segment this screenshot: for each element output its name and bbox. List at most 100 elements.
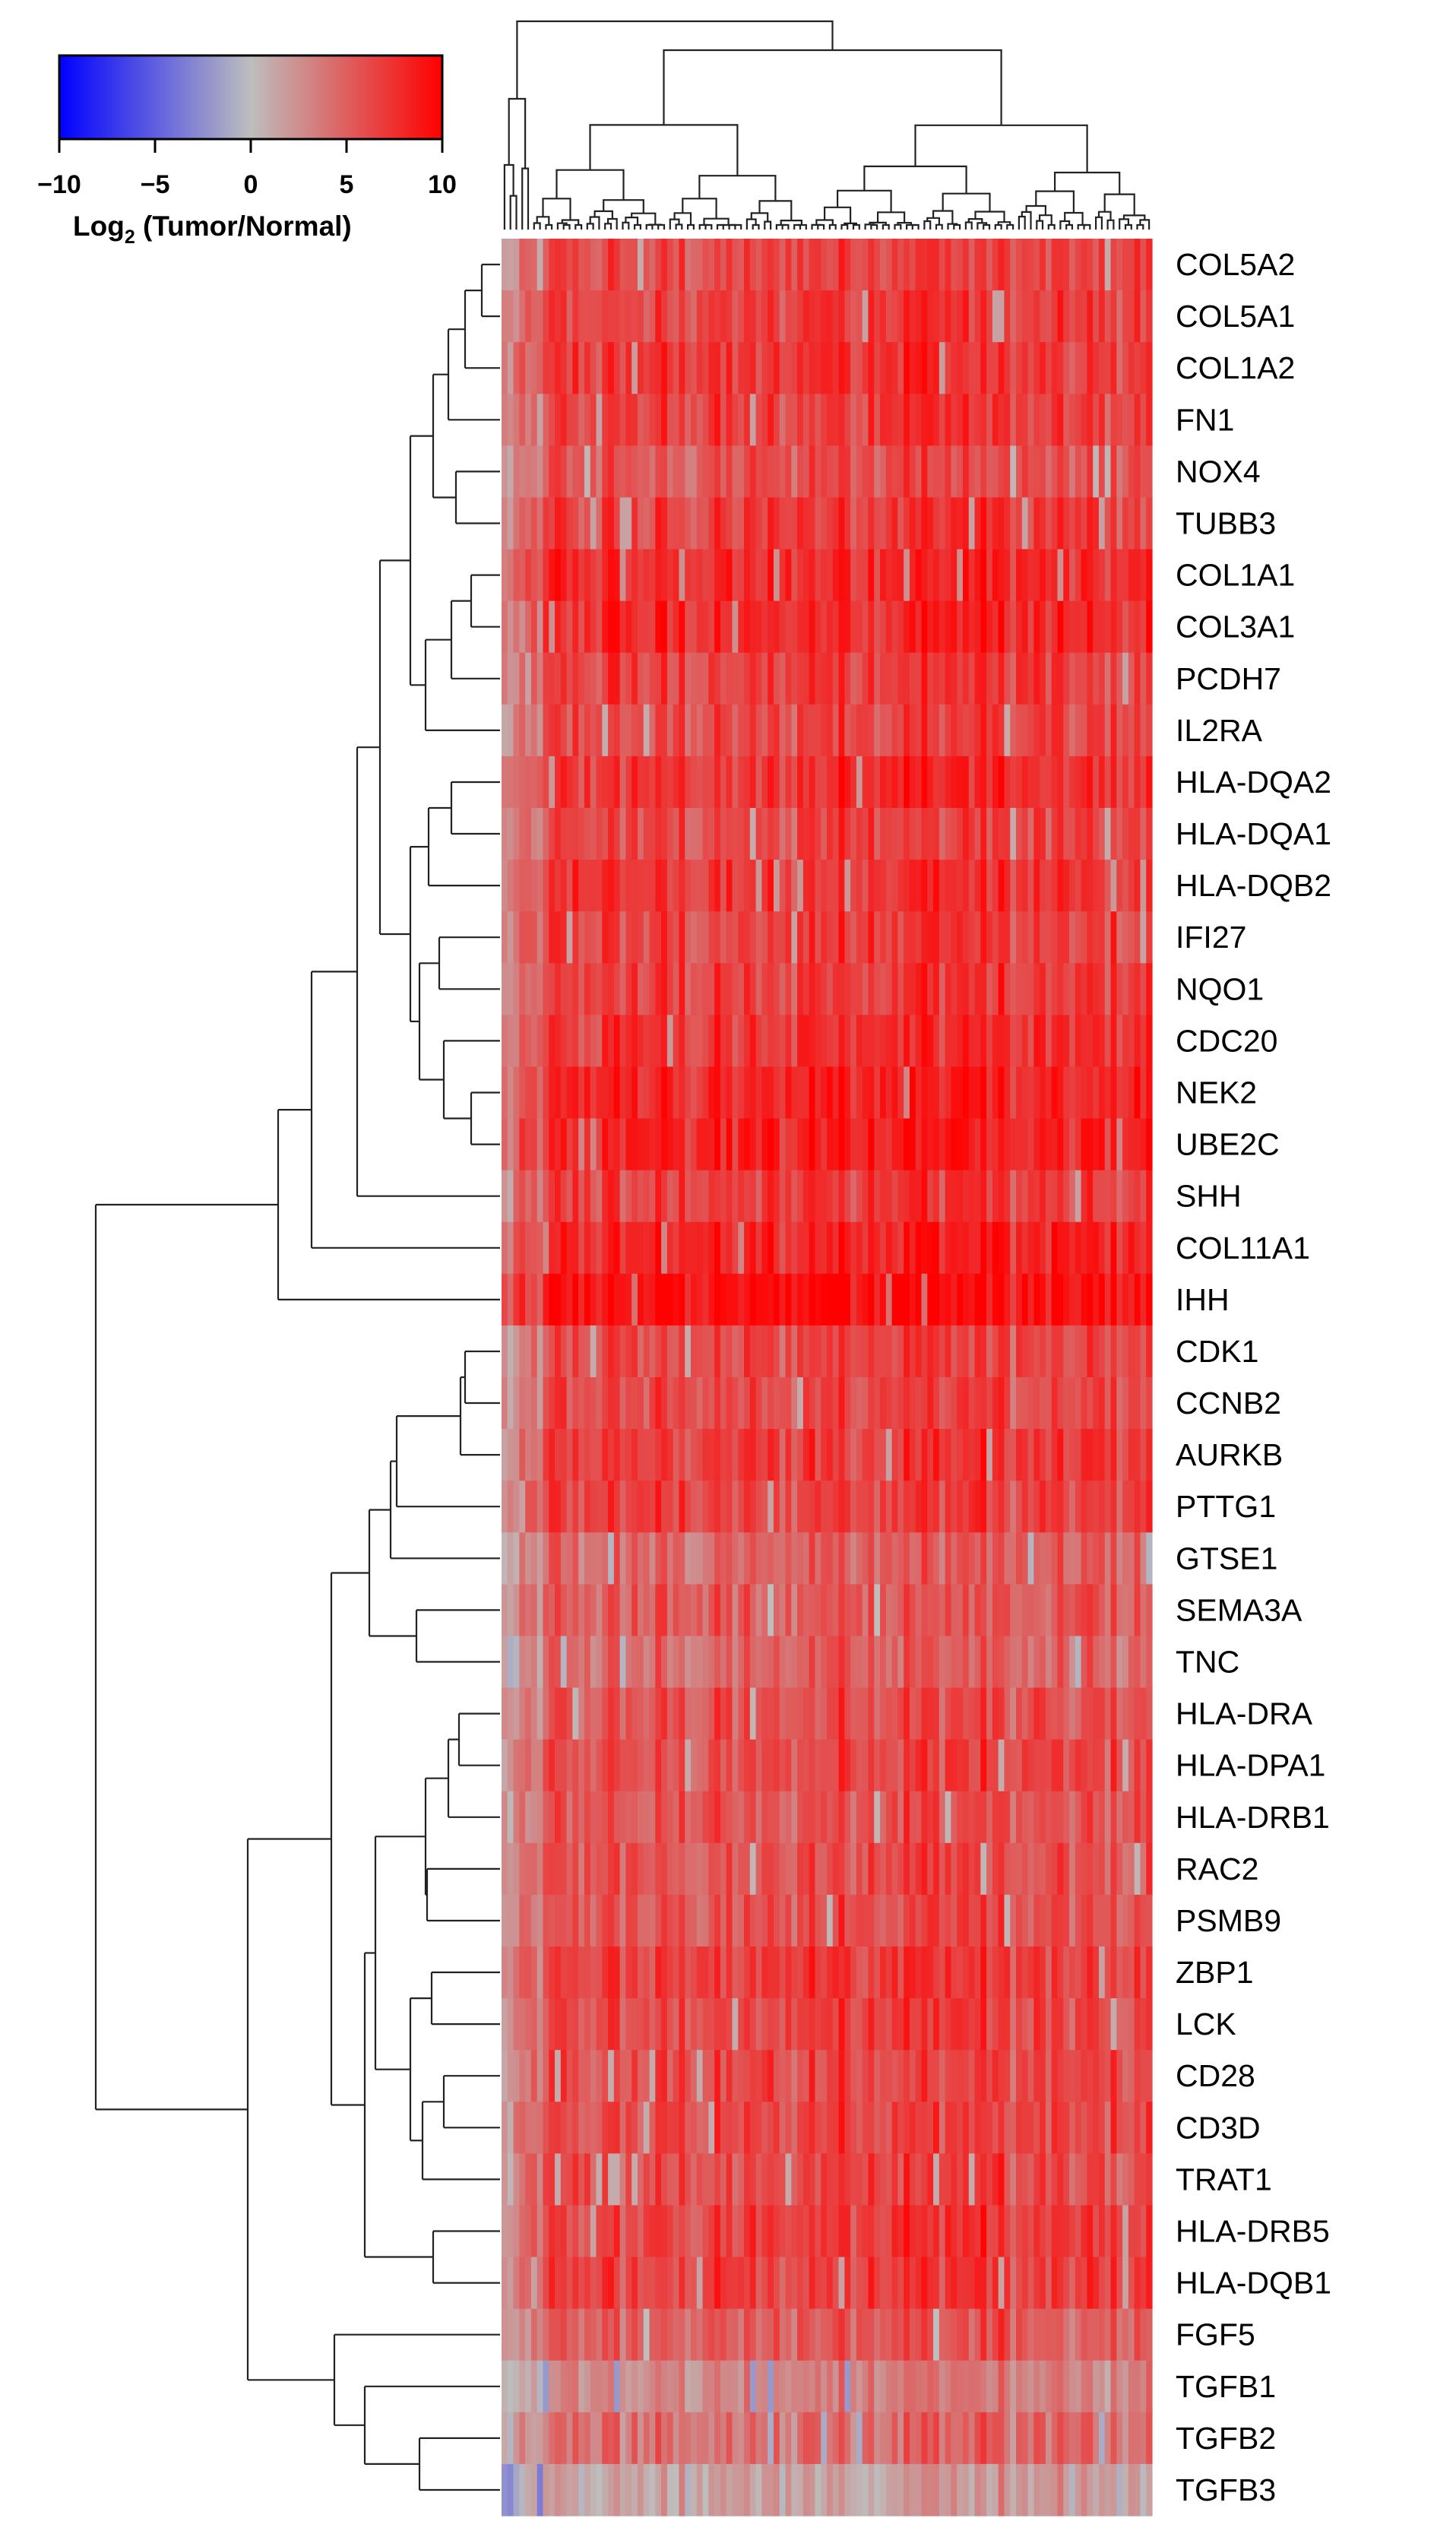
heatmap-cell	[726, 808, 733, 860]
heatmap-cell	[868, 290, 875, 343]
heatmap-cell	[1122, 1739, 1129, 1792]
heatmap-cell	[773, 1377, 780, 1430]
heatmap-cell	[832, 1842, 840, 1896]
heatmap-cell	[802, 704, 810, 757]
heatmap-cell	[838, 808, 845, 860]
heatmap-cell	[566, 394, 573, 446]
heatmap-cell	[530, 2153, 538, 2206]
heatmap-cell	[844, 1066, 851, 1120]
heatmap-cell	[891, 549, 898, 602]
heatmap-cell	[1045, 755, 1052, 809]
heatmap-cell	[560, 963, 568, 1015]
heatmap-cell	[1069, 2102, 1076, 2154]
heatmap-cell	[791, 2050, 798, 2102]
heatmap-cell	[726, 2412, 733, 2465]
heatmap-cell	[968, 2102, 976, 2154]
heatmap-cell	[791, 2412, 798, 2465]
heatmap-cell	[761, 2102, 768, 2154]
heatmap-cell	[691, 2102, 698, 2154]
heatmap-cell	[856, 1791, 863, 1844]
heatmap-cell	[809, 2412, 816, 2465]
heatmap-cell	[572, 1894, 579, 1947]
heatmap-cell	[802, 963, 810, 1015]
heatmap-cell	[584, 755, 591, 809]
heatmap-cell	[513, 2257, 520, 2310]
heatmap-cell	[507, 963, 514, 1015]
heatmap-cell	[619, 911, 627, 964]
heatmap-cell	[1134, 497, 1141, 550]
heatmap-cell	[1140, 1325, 1147, 1378]
heatmap-cell	[590, 2050, 597, 2102]
heatmap-cell	[992, 1118, 999, 1171]
heatmap-cell	[968, 1636, 976, 1689]
heatmap-cell	[1093, 963, 1100, 1015]
heatmap-cell	[714, 2360, 721, 2413]
heatmap-cell	[957, 600, 964, 654]
heatmap-cell	[720, 1791, 727, 1844]
heatmap-cell	[815, 1946, 821, 1999]
heatmap-cell	[1075, 1118, 1082, 1171]
heatmap-cell	[962, 2463, 970, 2517]
heatmap-cell	[596, 1377, 603, 1430]
heatmap-cell	[1146, 1636, 1153, 1689]
heatmap-cell	[596, 2257, 603, 2310]
heatmap-cell	[815, 1377, 821, 1430]
heatmap-cell	[749, 497, 757, 550]
heatmap-cell	[685, 1118, 692, 1171]
heatmap-cell	[572, 1118, 579, 1171]
heatmap-cell	[768, 2205, 774, 2258]
heatmap-cell	[513, 2205, 520, 2258]
heatmap-cell	[1021, 1325, 1029, 1378]
heatmap-cell	[838, 1739, 845, 1792]
heatmap-cell	[691, 600, 698, 654]
heatmap-cell	[779, 1946, 787, 1999]
heatmap-cell	[702, 2153, 709, 2206]
heatmap-cell	[519, 704, 526, 757]
heatmap-cell	[1104, 1687, 1112, 1741]
heatmap-cell	[1004, 394, 1011, 446]
heatmap-cell	[998, 1791, 1005, 1844]
heatmap-cell	[1087, 1636, 1094, 1689]
heatmap-cell	[702, 1481, 709, 1533]
heatmap-cell	[637, 1636, 644, 1689]
heatmap-cell	[797, 1998, 804, 2051]
heatmap-cell	[1004, 1429, 1011, 1481]
heatmap-cell	[838, 2463, 845, 2517]
heatmap-cell	[904, 704, 910, 757]
heatmap-cell	[649, 1998, 656, 2051]
heatmap-cell	[827, 497, 834, 550]
heatmap-cell	[945, 1791, 952, 1844]
row-dendrogram	[94, 263, 500, 2491]
heatmap-cell	[1075, 1842, 1082, 1896]
heatmap-cell	[802, 445, 810, 499]
heatmap-cell	[608, 290, 615, 343]
heatmap-cell	[749, 394, 757, 446]
heatmap-cell	[797, 342, 804, 394]
heatmap-cell	[1016, 1325, 1023, 1378]
heatmap-cell	[625, 1894, 632, 1947]
heatmap-cell	[897, 652, 904, 705]
heatmap-cell	[596, 394, 603, 446]
heatmap-cell	[1075, 755, 1082, 809]
heatmap-cell	[856, 239, 863, 291]
heatmap-cell	[986, 600, 993, 654]
heatmap-cell	[897, 1481, 904, 1533]
heatmap-cell	[761, 600, 768, 654]
heatmap-cell	[661, 652, 668, 705]
heatmap-cell	[525, 1584, 532, 1637]
heatmap-cell	[625, 1687, 632, 1741]
heatmap-cell	[714, 1170, 721, 1223]
heatmap-cell	[1128, 704, 1135, 757]
heatmap-cell	[827, 1273, 834, 1326]
heatmap-cell	[1146, 2412, 1153, 2465]
heatmap-cell	[880, 600, 887, 654]
heatmap-cell	[649, 2463, 656, 2517]
heatmap-cell	[572, 1791, 579, 1844]
heatmap-cell	[1016, 1739, 1023, 1792]
heatmap-cell	[625, 2463, 632, 2517]
heatmap-cell	[513, 1791, 520, 1844]
heatmap-cell	[821, 808, 828, 860]
heatmap-cell	[962, 1584, 970, 1637]
heatmap-cell	[613, 1532, 621, 1585]
heatmap-cell	[880, 755, 887, 809]
